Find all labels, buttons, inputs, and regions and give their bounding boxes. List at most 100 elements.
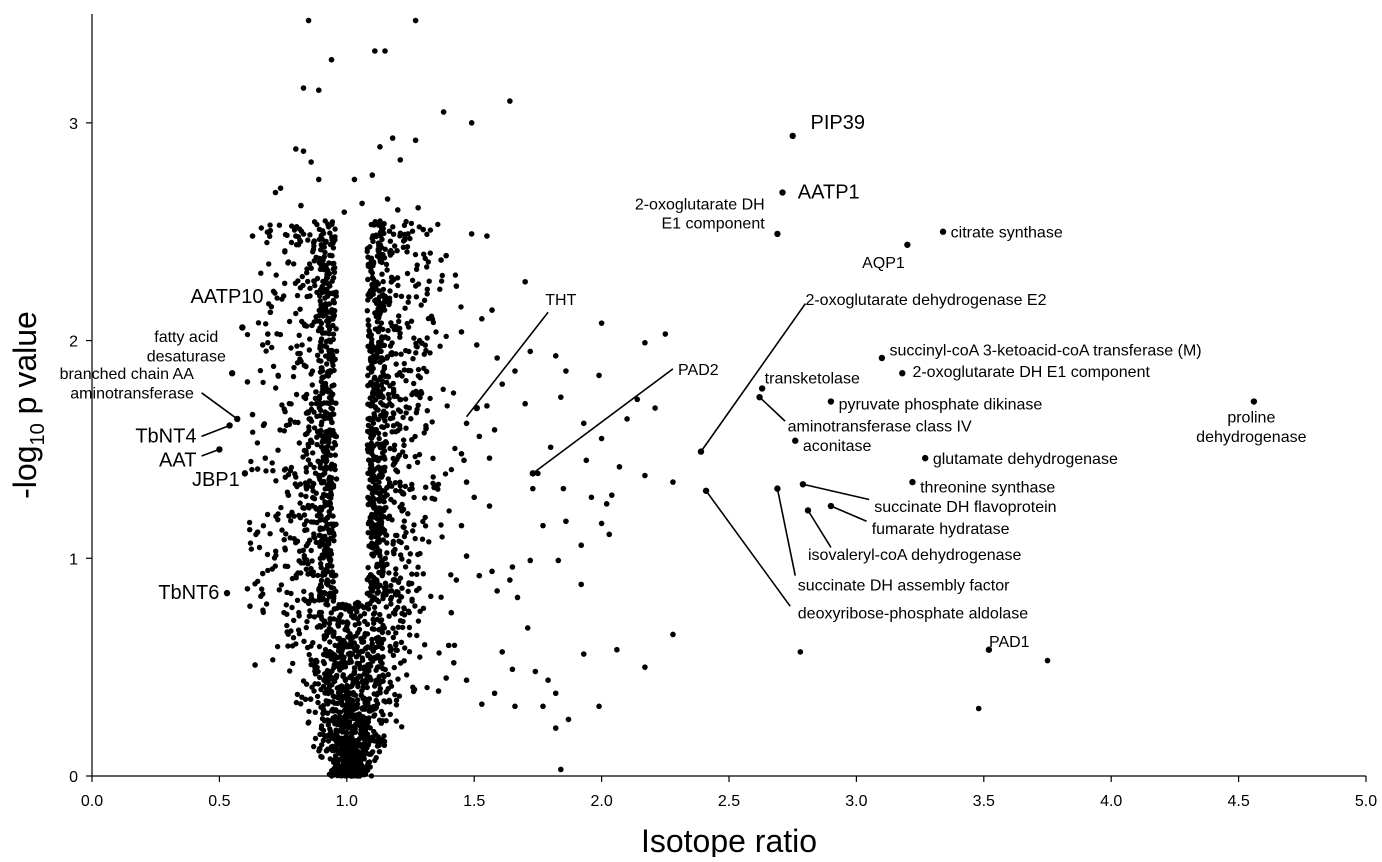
leader-line — [532, 368, 674, 475]
data-point — [448, 466, 455, 473]
data-point — [260, 609, 266, 616]
data-point — [351, 668, 358, 675]
data-point — [296, 332, 302, 338]
data-point — [345, 693, 351, 699]
data-point — [252, 662, 258, 668]
data-point — [320, 710, 326, 717]
data-point — [305, 441, 311, 447]
data-point — [318, 507, 324, 513]
data-point — [418, 302, 424, 308]
data-point — [578, 542, 585, 549]
data-point — [424, 408, 430, 414]
data-point — [303, 410, 310, 416]
data-point — [332, 721, 338, 727]
data-point — [289, 604, 295, 611]
data-point — [289, 509, 295, 515]
data-point — [350, 690, 356, 696]
annotated-point — [799, 481, 807, 488]
data-point — [260, 422, 267, 429]
x-tick-label: 1.0 — [336, 793, 358, 810]
data-point — [387, 445, 393, 452]
data-point — [540, 522, 546, 529]
data-point — [315, 572, 321, 579]
point-label: aminotransferase class IV — [788, 418, 972, 435]
data-point — [320, 538, 326, 544]
data-point — [401, 658, 407, 664]
point-label: fatty acid desaturase — [147, 329, 226, 365]
data-point — [374, 590, 381, 596]
data-point — [442, 471, 449, 477]
data-point — [257, 367, 264, 374]
data-point — [282, 466, 289, 472]
data-point — [381, 527, 388, 534]
data-point — [340, 601, 346, 608]
data-point — [453, 283, 460, 289]
data-point — [670, 631, 676, 638]
data-point — [440, 386, 446, 392]
y-tick-label: 1 — [69, 551, 78, 568]
data-point — [426, 278, 432, 284]
data-point — [424, 286, 430, 292]
point-label: pyruvate phosphate dikinase — [839, 397, 1043, 414]
data-point — [372, 644, 379, 651]
data-point — [301, 362, 307, 368]
data-point — [331, 411, 337, 417]
data-point — [297, 238, 304, 245]
data-point — [333, 572, 339, 578]
data-point — [430, 455, 436, 461]
data-point — [306, 708, 312, 714]
data-point — [509, 564, 516, 570]
data-point — [427, 395, 433, 402]
data-point — [381, 563, 387, 569]
data-point — [365, 343, 371, 349]
data-point — [414, 632, 420, 639]
data-point — [413, 350, 419, 356]
data-point — [399, 585, 405, 591]
data-point — [380, 623, 386, 630]
data-point — [323, 459, 329, 465]
data-point — [393, 642, 399, 648]
data-point — [281, 293, 287, 299]
data-point — [471, 494, 478, 501]
data-point — [329, 278, 335, 284]
data-point — [381, 742, 388, 748]
data-point — [386, 697, 392, 703]
data-point — [606, 531, 613, 538]
data-point — [279, 527, 285, 533]
data-point — [404, 270, 411, 277]
data-point — [244, 585, 251, 592]
point-label: PAD2 — [678, 362, 719, 379]
data-point — [327, 241, 334, 248]
y-axis-title-post: p value — [7, 311, 43, 423]
data-point — [282, 545, 288, 551]
data-point — [370, 468, 377, 474]
data-point — [293, 310, 299, 317]
data-point — [353, 747, 359, 753]
data-point — [369, 540, 375, 546]
data-point — [305, 17, 312, 24]
data-point — [458, 329, 465, 335]
data-point — [405, 608, 412, 614]
data-point — [359, 768, 365, 774]
data-point — [424, 264, 430, 270]
data-point — [318, 348, 325, 354]
data-point — [304, 323, 310, 329]
annotation-labels: PIP39 AATP1 2-oxoglutarate DH E1 component c… — [60, 112, 1307, 651]
data-point — [296, 440, 302, 446]
data-point — [458, 522, 465, 529]
data-point — [304, 482, 311, 489]
data-point — [328, 728, 334, 735]
data-point — [311, 319, 317, 325]
data-point — [369, 636, 375, 643]
point-label: JBP1 — [192, 469, 240, 491]
data-point — [303, 624, 309, 631]
data-point — [560, 485, 567, 492]
data-point — [330, 362, 336, 369]
data-point — [371, 604, 378, 610]
data-point — [352, 601, 359, 607]
data-point — [417, 394, 423, 401]
data-point — [330, 708, 337, 714]
data-point — [324, 649, 330, 655]
data-point — [270, 288, 277, 294]
